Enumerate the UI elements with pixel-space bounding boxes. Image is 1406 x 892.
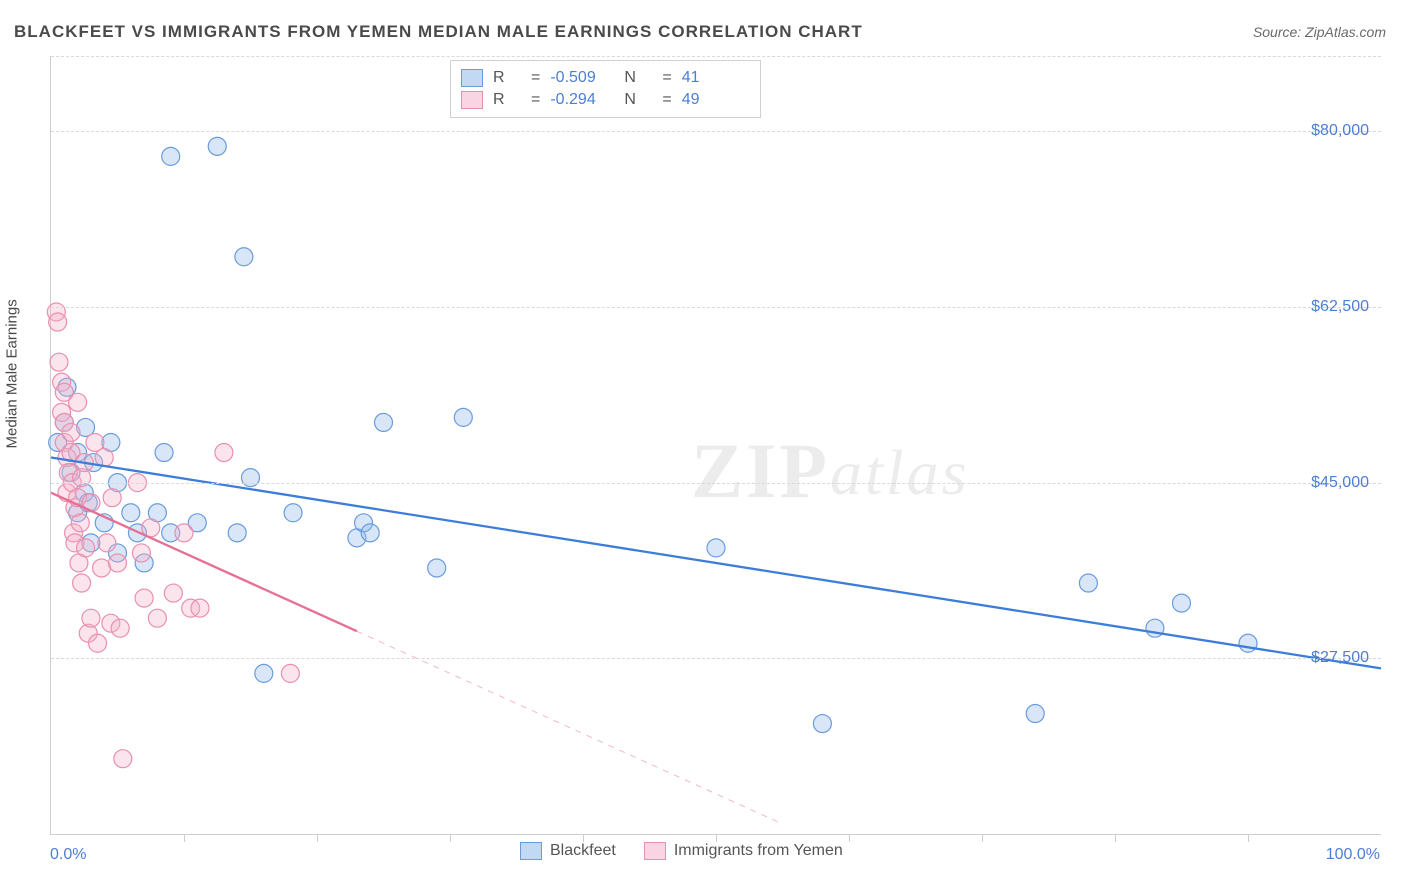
gridline [51, 56, 1381, 57]
equals-sign: = [662, 69, 671, 87]
y-tick-label: $62,500 [1311, 298, 1369, 316]
data-point [62, 423, 80, 441]
data-point [242, 469, 260, 487]
y-axis-title: Median Male Earnings [4, 299, 21, 448]
data-point [98, 534, 116, 552]
r-label: R [493, 69, 521, 87]
n-value-1: 41 [682, 69, 746, 87]
swatch-pink-icon [461, 91, 483, 109]
swatch-blue-icon [520, 842, 542, 860]
data-point [71, 514, 89, 532]
data-point [284, 504, 302, 522]
x-tick [1115, 834, 1116, 842]
data-point [164, 584, 182, 602]
r-value-1: -0.509 [550, 69, 614, 87]
data-point [77, 539, 95, 557]
r-value-2: -0.294 [550, 91, 614, 109]
data-point [375, 413, 393, 431]
data-point [813, 715, 831, 733]
data-point [215, 444, 233, 462]
trend-line-dashed [357, 631, 783, 824]
legend-series: Blackfeet Immigrants from Yemen [520, 842, 843, 860]
data-point [255, 664, 273, 682]
data-point [114, 750, 132, 768]
data-point [454, 408, 472, 426]
legend-item-yemen: Immigrants from Yemen [644, 842, 843, 860]
data-point [49, 313, 67, 331]
equals-sign: = [662, 91, 671, 109]
y-tick-label: $80,000 [1311, 122, 1369, 140]
r-label: R [493, 91, 521, 109]
x-tick [583, 834, 584, 842]
data-point [155, 444, 173, 462]
x-tick [184, 834, 185, 842]
data-point [93, 559, 111, 577]
data-point [89, 634, 107, 652]
data-point [361, 524, 379, 542]
data-point [148, 609, 166, 627]
n-label: N [624, 69, 652, 87]
x-tick [982, 834, 983, 842]
legend-item-blackfeet: Blackfeet [520, 842, 616, 860]
x-axis-label-min: 0.0% [50, 846, 86, 864]
y-tick-label: $45,000 [1311, 474, 1369, 492]
chart-title: BLACKFEET VS IMMIGRANTS FROM YEMEN MEDIA… [14, 22, 863, 42]
legend-correlation: R = -0.509 N = 41 R = -0.294 N = 49 [450, 60, 761, 118]
n-label: N [624, 91, 652, 109]
data-point [111, 619, 129, 637]
equals-sign: = [531, 69, 540, 87]
data-point [69, 393, 87, 411]
data-point [103, 489, 121, 507]
trend-line [51, 458, 1381, 669]
data-point [707, 539, 725, 557]
data-point [73, 574, 91, 592]
swatch-pink-icon [644, 842, 666, 860]
data-point [281, 664, 299, 682]
x-tick [716, 834, 717, 842]
x-tick [450, 834, 451, 842]
x-tick [1248, 834, 1249, 842]
scatter-plot-area: ZIPatlas $27,500$45,000$62,500$80,000 [50, 56, 1381, 835]
data-point [109, 554, 127, 572]
data-point [228, 524, 246, 542]
source-attribution: Source: ZipAtlas.com [1253, 24, 1386, 40]
x-tick [849, 834, 850, 842]
plot-svg [51, 56, 1381, 834]
data-point [175, 524, 193, 542]
legend-row-blackfeet: R = -0.509 N = 41 [461, 67, 746, 89]
data-point [208, 137, 226, 155]
swatch-blue-icon [461, 69, 483, 87]
data-point [50, 353, 68, 371]
data-point [1173, 594, 1191, 612]
data-point [428, 559, 446, 577]
data-point [82, 609, 100, 627]
n-value-2: 49 [682, 91, 746, 109]
data-point [191, 599, 209, 617]
x-axis-label-max: 100.0% [1326, 846, 1380, 864]
legend-row-yemen: R = -0.294 N = 49 [461, 89, 746, 111]
legend-label: Immigrants from Yemen [674, 842, 843, 860]
data-point [1239, 634, 1257, 652]
legend-label: Blackfeet [550, 842, 616, 860]
data-point [1079, 574, 1097, 592]
gridline [51, 658, 1381, 659]
equals-sign: = [531, 91, 540, 109]
x-tick [317, 834, 318, 842]
gridline [51, 307, 1381, 308]
data-point [132, 544, 150, 562]
gridline [51, 483, 1381, 484]
data-point [1026, 705, 1044, 723]
y-tick-label: $27,500 [1311, 649, 1369, 667]
gridline [51, 131, 1381, 132]
data-point [122, 504, 140, 522]
data-point [235, 248, 253, 266]
data-point [135, 589, 153, 607]
data-point [162, 147, 180, 165]
